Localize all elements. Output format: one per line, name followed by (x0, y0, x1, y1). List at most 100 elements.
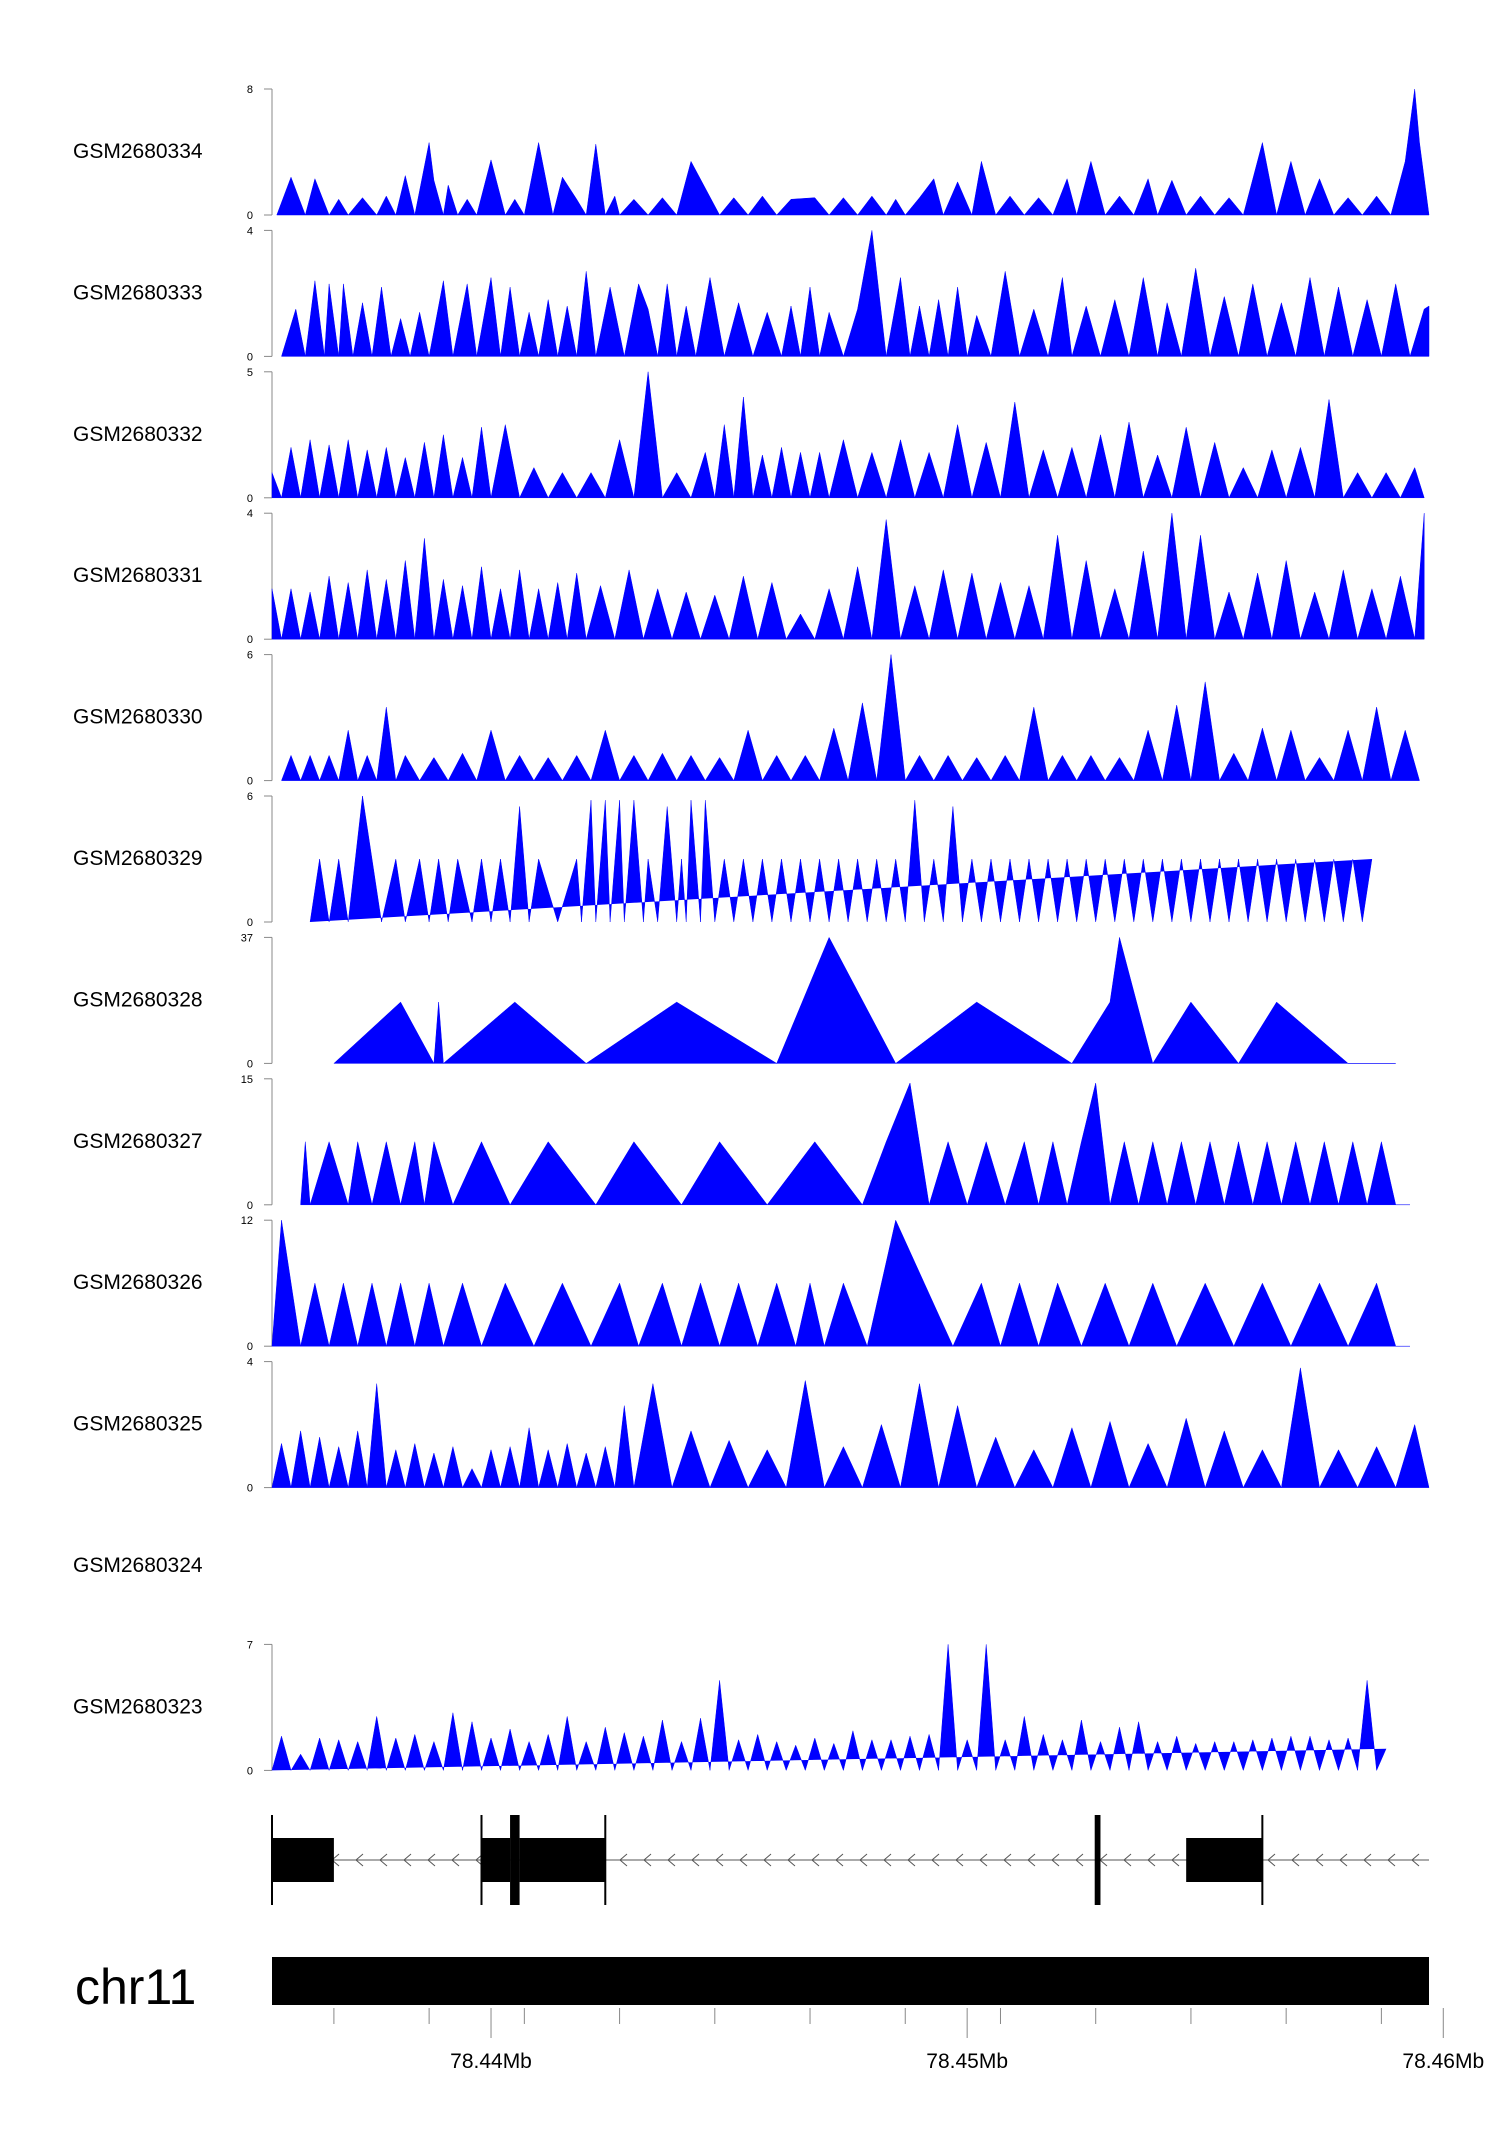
strand-arrow (1291, 1853, 1300, 1867)
coverage-area (271, 1219, 1410, 1348)
coverage-area (281, 230, 1430, 358)
track-label: GSM2680324 (73, 1554, 203, 1577)
y-max-label: 4 (247, 225, 253, 237)
strand-arrow (1075, 1853, 1084, 1867)
track: GSM2680331 4 0 (73, 508, 1425, 646)
y-max-label: 4 (247, 1357, 253, 1369)
strand-arrow (931, 1853, 940, 1867)
strand-arrow (379, 1853, 388, 1867)
coverage-area (271, 371, 1425, 499)
strand-arrow (1387, 1853, 1396, 1867)
coverage-area (276, 88, 1430, 216)
strand-arrow (907, 1853, 916, 1867)
track: GSM2680325 4 0 (73, 1357, 1430, 1495)
strand-arrow (1027, 1853, 1036, 1867)
y-max-label: 15 (241, 1074, 253, 1086)
strand-arrow (811, 1853, 820, 1867)
strand-arrow (427, 1853, 436, 1867)
y-min-label: 0 (247, 1058, 253, 1070)
y-min-label: 0 (247, 634, 253, 646)
data-tracks: GSM268033480GSM268033340GSM268033250GSM2… (73, 84, 1430, 1777)
track: GSM2680323 7 0 (73, 1639, 1387, 1777)
strand-arrow (667, 1853, 676, 1867)
coverage-area (300, 1082, 1410, 1206)
strand-arrow (1339, 1853, 1348, 1867)
y-max-label: 5 (247, 367, 253, 379)
track-label: GSM2680328 (73, 988, 203, 1011)
track-label: GSM2680326 (73, 1271, 203, 1294)
strand-arrow (1051, 1853, 1060, 1867)
coverage-area (309, 795, 1373, 923)
y-min-label: 0 (247, 1483, 253, 1495)
exon-block (272, 1838, 334, 1882)
y-min-label: 0 (247, 1200, 253, 1212)
track: GSM2680330 6 0 (73, 650, 1420, 788)
y-max-label: 7 (247, 1639, 253, 1651)
strand-arrow (715, 1853, 724, 1867)
exon-block (481, 1838, 511, 1882)
y-min-label: 0 (247, 493, 253, 505)
y-max-label: 37 (241, 932, 253, 944)
exon-block (510, 1815, 520, 1905)
track-label: GSM2680329 (73, 847, 203, 870)
chromosome-ideogram: chr11 (75, 1957, 1429, 2015)
track-label: GSM2680332 (73, 423, 203, 446)
track: GSM2680334 8 0 (73, 84, 1430, 222)
y-min-label: 0 (247, 1341, 253, 1353)
strand-arrow (739, 1853, 748, 1867)
y-min-label: 0 (247, 210, 253, 222)
track: GSM2680326 12 0 (73, 1215, 1410, 1353)
y-min-label: 0 (247, 1765, 253, 1777)
strand-arrow (691, 1853, 700, 1867)
track: GSM2680333 4 0 (73, 225, 1430, 363)
y-max-label: 6 (247, 650, 253, 662)
strand-arrow (883, 1853, 892, 1867)
chromosome-label: chr11 (75, 1959, 196, 2015)
track: GSM2680327 15 0 (73, 1074, 1410, 1212)
y-max-label: 6 (247, 791, 253, 803)
strand-arrow (763, 1853, 772, 1867)
y-max-label: 8 (247, 84, 253, 96)
strand-arrow (787, 1853, 796, 1867)
coverage-area (271, 513, 1425, 641)
y-max-label: 12 (241, 1215, 253, 1227)
track-label: GSM2680327 (73, 1130, 203, 1153)
axis-tick-label: 78.44Mb (450, 2050, 532, 2073)
track: GSM2680324 (73, 1554, 203, 1577)
strand-arrow (955, 1853, 964, 1867)
gene-model-track (271, 1815, 1429, 1905)
genome-axis: 78.44Mb 78.45Mb 78.46Mb (333, 2008, 1484, 2073)
coverage-area (281, 654, 1420, 782)
strand-arrow (1171, 1853, 1180, 1867)
axis-tick-label: 78.46Mb (1402, 2050, 1484, 2073)
coverage-area (271, 1367, 1430, 1489)
track: GSM2680328 37 0 (73, 932, 1396, 1070)
strand-arrow (1123, 1853, 1132, 1867)
chromosome-bar (272, 1957, 1429, 2005)
y-min-label: 0 (247, 776, 253, 788)
strand-arrow (643, 1853, 652, 1867)
track-label: GSM2680330 (73, 706, 203, 729)
strand-arrow (835, 1853, 844, 1867)
strand-arrow (859, 1853, 868, 1867)
track-label: GSM2680333 (73, 281, 203, 304)
coverage-area (333, 936, 1396, 1065)
track: GSM2680332 5 0 (73, 367, 1425, 505)
strand-arrow (1003, 1853, 1012, 1867)
strand-arrow (1315, 1853, 1324, 1867)
y-min-label: 0 (247, 351, 253, 363)
y-max-label: 4 (247, 508, 253, 520)
exon-block (519, 1838, 606, 1882)
axis-tick-label: 78.45Mb (926, 2050, 1008, 2073)
track: GSM2680329 6 0 (73, 791, 1373, 929)
exon-block (1095, 1815, 1101, 1905)
strand-arrow (1363, 1853, 1372, 1867)
track-label: GSM2680331 (73, 564, 203, 587)
exon-block (1186, 1838, 1263, 1882)
track-label: GSM2680334 (73, 140, 203, 163)
strand-arrow (355, 1853, 364, 1867)
strand-arrow (1411, 1853, 1420, 1867)
strand-arrow (451, 1853, 460, 1867)
strand-arrow (979, 1853, 988, 1867)
